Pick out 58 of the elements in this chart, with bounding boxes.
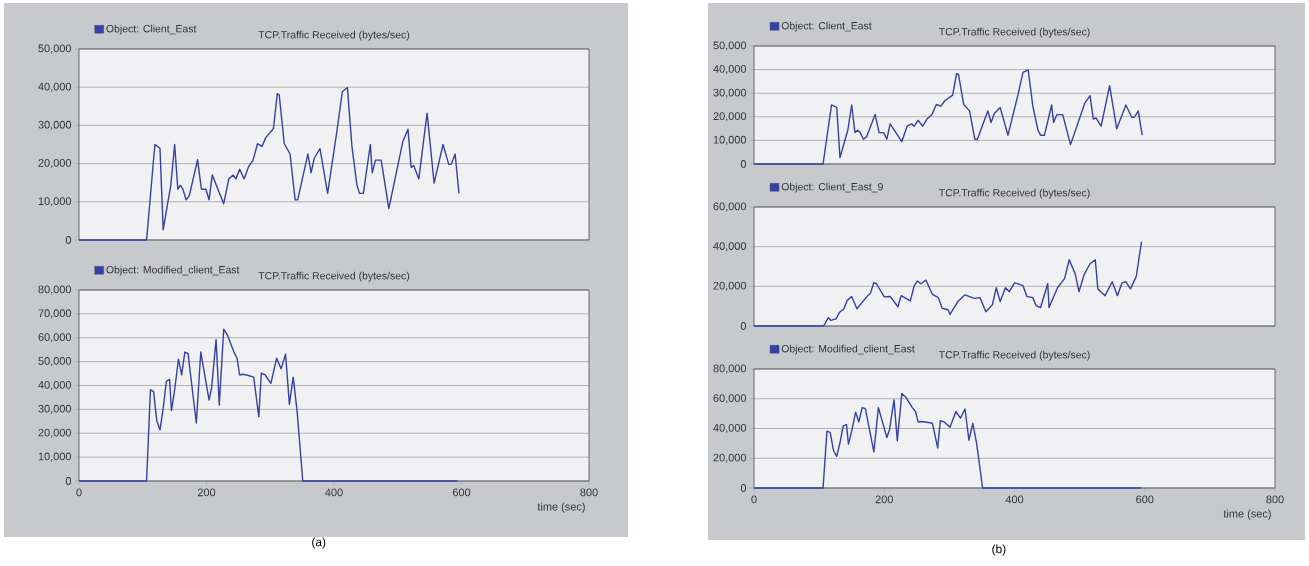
legend-label: Object: Client_East xyxy=(781,21,872,32)
text: (a) xyxy=(312,537,326,549)
y-tick-label: 30,000 xyxy=(713,88,747,98)
y-tick-label: 20,000 xyxy=(713,112,747,122)
y-tick-label: 10,000 xyxy=(38,197,72,207)
y-tick-label: 70,000 xyxy=(38,309,72,319)
legend-label: Object: Client_East_9 xyxy=(781,182,883,193)
y-tick-label: 20,000 xyxy=(713,281,747,291)
y-tick-label: 20,000 xyxy=(38,159,72,169)
x-tick-label: 800 xyxy=(1266,495,1284,504)
line-series xyxy=(78,328,459,482)
line-series xyxy=(753,392,1142,489)
x-tick-label: 400 xyxy=(325,488,343,497)
x-axis-title: time (sec) xyxy=(1223,509,1271,520)
x-tick-label: 200 xyxy=(875,495,893,504)
line-series xyxy=(753,241,1143,327)
y-tick-label: 0 xyxy=(65,477,72,485)
y-tick-label: 50,000 xyxy=(38,357,72,367)
legend-label: Object: Modified_client_East xyxy=(106,265,240,276)
y-tick-label: 40,000 xyxy=(38,82,72,92)
y-tick-label: 20,000 xyxy=(38,428,72,438)
y-tick-label: 30,000 xyxy=(38,120,72,130)
y-tick-label: 50,000 xyxy=(38,44,72,54)
x-tick-label: 200 xyxy=(197,488,216,497)
chart-title: TCP.Traffic Received (bytes/sec) xyxy=(258,271,410,282)
x-tick-label: 600 xyxy=(1136,495,1154,504)
x-tick-label: 0 xyxy=(76,488,82,497)
x-tick-label: 400 xyxy=(1005,495,1024,504)
y-tick-label: 0 xyxy=(740,322,747,330)
line-series xyxy=(78,86,460,241)
y-tick-label: 10,000 xyxy=(713,135,747,145)
y-tick-label: 10,000 xyxy=(38,452,72,462)
line-series xyxy=(753,69,1143,165)
legend-label: Object: Modified_client_East xyxy=(781,344,915,355)
y-tick-label: 0 xyxy=(65,236,72,244)
y-tick-label: 80,000 xyxy=(38,285,72,295)
y-tick-label: 40,000 xyxy=(38,380,72,391)
x-axis-title: time (sec) xyxy=(537,502,585,513)
y-tick-label: 40,000 xyxy=(713,242,747,252)
y-tick-label: 40,000 xyxy=(713,65,747,75)
y-tick-label: 80,000 xyxy=(713,364,747,374)
text: (b) xyxy=(992,544,1006,556)
y-tick-label: 60,000 xyxy=(38,333,72,343)
x-tick-label: 600 xyxy=(452,488,471,497)
chart-title: TCP.Traffic Received (bytes/sec) xyxy=(938,188,1090,199)
y-tick-label: 40,000 xyxy=(713,423,747,434)
chart-title: TCP.Traffic Received (bytes/sec) xyxy=(258,30,410,41)
y-tick-label: 20,000 xyxy=(713,453,747,463)
chart-title: TCP.Traffic Received (bytes/sec) xyxy=(938,350,1090,361)
y-tick-label: 50,000 xyxy=(713,41,747,51)
x-tick-label: 0 xyxy=(751,495,757,504)
legend-label: Object: Client_East xyxy=(106,24,197,35)
y-tick-label: 30,000 xyxy=(38,404,72,414)
y-tick-label: 0 xyxy=(740,160,747,168)
chart-title: TCP.Traffic Received (bytes/sec) xyxy=(938,27,1090,38)
y-tick-label: 60,000 xyxy=(713,394,747,404)
y-tick-label: 60,000 xyxy=(713,202,747,212)
x-tick-label: 800 xyxy=(580,488,598,497)
